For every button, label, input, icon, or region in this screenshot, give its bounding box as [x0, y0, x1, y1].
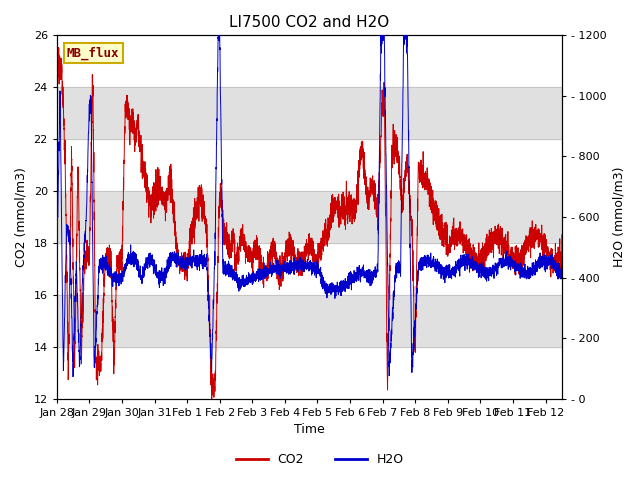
Title: LI7500 CO2 and H2O: LI7500 CO2 and H2O [229, 15, 389, 30]
Y-axis label: CO2 (mmol/m3): CO2 (mmol/m3) [15, 167, 28, 267]
Bar [57, 191, 562, 243]
Bar [57, 295, 562, 347]
Text: MB_flux: MB_flux [67, 46, 120, 60]
Legend: CO2, H2O: CO2, H2O [231, 448, 409, 471]
Bar [57, 87, 562, 139]
Y-axis label: H2O (mmol/m3): H2O (mmol/m3) [612, 167, 625, 267]
X-axis label: Time: Time [294, 423, 324, 436]
